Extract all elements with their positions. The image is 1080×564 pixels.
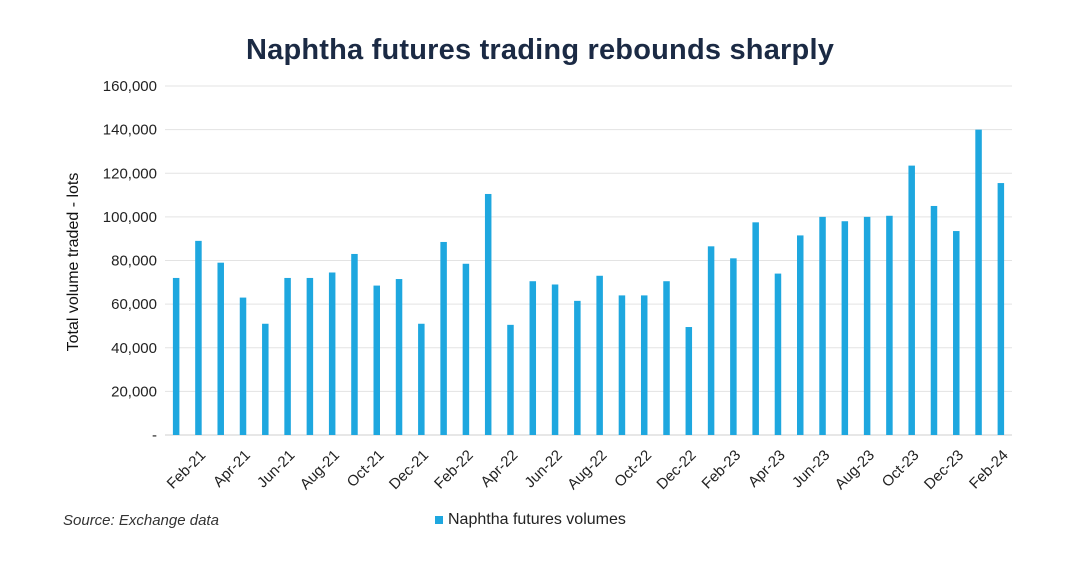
x-tick-label: Jun-21 [254, 447, 298, 491]
y-tick-label: - [152, 427, 157, 444]
bar [975, 129, 982, 435]
bar [262, 323, 269, 435]
legend-label: Naphtha futures volumes [448, 511, 626, 528]
bar [997, 183, 1005, 435]
y-tick-label: 60,000 [111, 296, 157, 313]
x-tick-label: Feb-24 [966, 447, 1012, 493]
bar [462, 263, 470, 435]
x-tick-label: Apr-23 [745, 447, 789, 491]
y-tick-label: 40,000 [111, 340, 157, 357]
legend: Naphtha futures volumes [435, 511, 626, 529]
x-tick-label: Jun-22 [521, 447, 565, 491]
legend-swatch [435, 516, 443, 524]
bar [596, 275, 603, 435]
x-tick-label: Aug-22 [564, 447, 610, 493]
y-tick-label: 20,000 [111, 383, 157, 400]
x-tick-label: Oct-22 [611, 447, 655, 491]
x-tick-label: Dec-21 [386, 447, 432, 493]
bar [306, 277, 314, 435]
bar [395, 279, 403, 435]
bar [440, 241, 447, 435]
bar [774, 273, 782, 435]
bar [551, 284, 559, 435]
y-axis-label: Total volume traded - lots [65, 173, 82, 352]
bar [239, 297, 247, 435]
bar [529, 281, 537, 435]
y-tick-label: 120,000 [103, 165, 157, 182]
x-tick-label: Jun-23 [789, 447, 833, 491]
x-tick-label: Aug-23 [832, 447, 878, 493]
bar [886, 215, 893, 435]
bar [663, 281, 670, 435]
source-note: Source: Exchange data [63, 512, 219, 529]
x-tick-label: Dec-22 [653, 447, 699, 493]
y-tick-label: 80,000 [111, 253, 157, 270]
x-tick-label: Feb-21 [164, 447, 210, 493]
chart-title: Naphtha futures trading rebounds sharply [245, 34, 835, 66]
bar [172, 277, 180, 435]
bar [484, 193, 492, 435]
bar [863, 216, 871, 435]
bar [685, 327, 693, 435]
bar [797, 235, 804, 435]
bar [373, 285, 380, 435]
y-tick-label: 100,000 [103, 209, 157, 226]
x-tick-label: Oct-23 [879, 447, 923, 491]
bar [507, 324, 514, 435]
bar [730, 258, 737, 435]
bar [217, 262, 224, 435]
x-tick-label: Feb-23 [699, 447, 745, 493]
bar [953, 231, 960, 435]
bar [195, 240, 202, 435]
x-tick-label: Dec-23 [921, 447, 967, 493]
bar [841, 221, 849, 435]
bar [819, 216, 826, 435]
bar [284, 277, 291, 435]
bar [930, 205, 938, 435]
bar [351, 253, 358, 435]
x-tick-label: Oct-21 [344, 447, 388, 491]
bar [328, 272, 336, 435]
bar [574, 300, 581, 435]
bar [752, 222, 759, 435]
y-tick-label: 160,000 [103, 78, 157, 95]
x-tick-label: Apr-22 [477, 447, 521, 491]
y-tick-label: 140,000 [103, 122, 157, 139]
bar [908, 165, 915, 435]
bar [418, 323, 425, 435]
bar [618, 295, 626, 435]
x-tick-label: Apr-21 [210, 447, 254, 491]
x-tick-label: Feb-22 [431, 447, 477, 493]
bar [640, 295, 648, 435]
bar [707, 246, 715, 435]
x-tick-label: Aug-21 [297, 447, 343, 493]
